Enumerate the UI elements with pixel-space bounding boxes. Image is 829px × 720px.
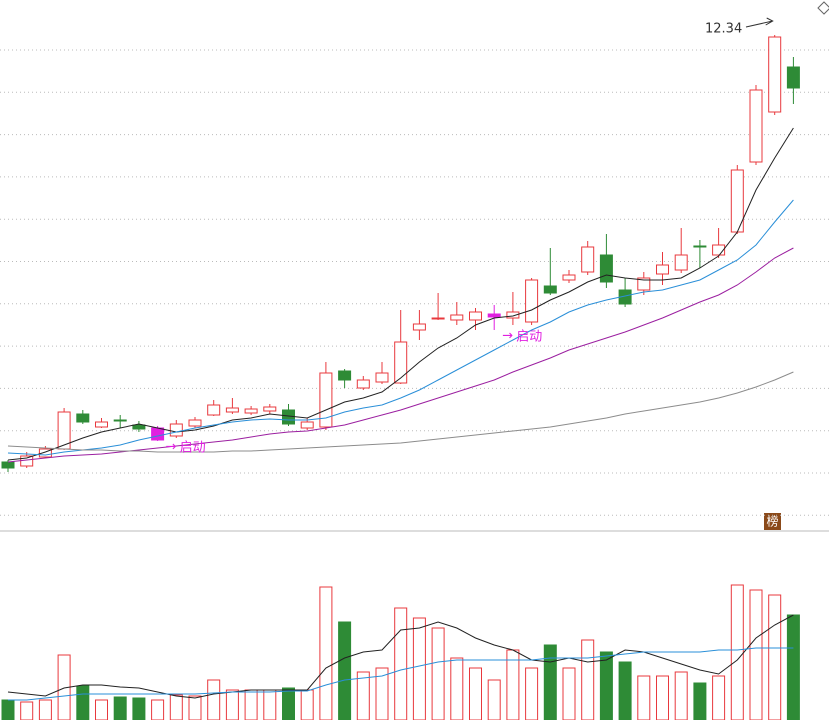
- high-arrow: [745, 17, 774, 28]
- candle-body: [506, 311, 520, 319]
- candle-body: [300, 421, 314, 429]
- badge-box: [764, 513, 781, 530]
- badge: 榜: [766, 514, 778, 529]
- candle-body: [712, 244, 726, 256]
- candle-body: [543, 285, 557, 294]
- volume-bar: [487, 679, 501, 720]
- volume-bar: [693, 682, 707, 720]
- candle-body: [693, 245, 707, 248]
- candle-body: [469, 311, 482, 321]
- candle-body: [674, 254, 688, 271]
- volume-bar: [450, 657, 464, 720]
- candle-body: [338, 370, 352, 381]
- ma-line: [7, 199, 794, 456]
- ma-line: [7, 247, 794, 463]
- high-label: 12.34: [705, 22, 742, 37]
- candle-body: [768, 36, 782, 113]
- volume-bar: [712, 675, 726, 720]
- volume-bar: [562, 667, 576, 720]
- candle-body: [525, 279, 539, 323]
- candle-body: [225, 407, 239, 413]
- ma-line: [7, 614, 794, 699]
- candle-body: [207, 404, 221, 416]
- volume-bar: [300, 689, 314, 720]
- volume-bar: [132, 697, 146, 720]
- volume-bar: [786, 614, 800, 720]
- candle-body: [412, 323, 426, 331]
- candle-body: [487, 313, 501, 318]
- volume-bar: [618, 661, 632, 720]
- volume-bar: [169, 694, 183, 720]
- candle-body: [263, 406, 277, 412]
- candle-body: [656, 264, 669, 275]
- signal-arrow: →: [502, 329, 513, 344]
- candle-body: [169, 423, 183, 437]
- volume-bar: [469, 667, 482, 720]
- volume-bar: [543, 644, 557, 720]
- ma-line: [8, 647, 794, 701]
- candle-body: [450, 314, 464, 321]
- volume-bar: [338, 621, 352, 720]
- signal-label: 启动: [180, 441, 206, 456]
- candle-body: [95, 421, 108, 428]
- volume-bar: [207, 679, 221, 720]
- candle-body: [1, 461, 15, 469]
- volume-bar: [20, 701, 34, 720]
- candle-body: [282, 409, 295, 425]
- signal-label: 启动: [516, 330, 542, 345]
- candle-body: [581, 246, 595, 273]
- volume-bar: [599, 651, 613, 720]
- volume-bar: [375, 667, 389, 720]
- volume-bar: [730, 584, 744, 720]
- volume-bar: [356, 671, 370, 720]
- candle-body: [599, 254, 613, 283]
- candle-body: [375, 372, 389, 383]
- volume-bar: [525, 667, 539, 720]
- ma-line: [7, 127, 794, 461]
- volume-bar: [637, 675, 651, 720]
- candle-body: [749, 89, 763, 163]
- volume-bar: [188, 695, 202, 720]
- candle-body: [113, 419, 127, 422]
- candle-body: [319, 372, 333, 428]
- volume-bar: [151, 699, 165, 720]
- volume-bar: [674, 671, 688, 720]
- volume-bar: [263, 689, 277, 720]
- volume-bar: [76, 685, 90, 720]
- volume-bar: [95, 699, 108, 720]
- candle-body: [188, 419, 202, 427]
- candle-body: [38, 448, 52, 458]
- ma-line: [7, 371, 794, 453]
- volume-bar: [38, 699, 52, 720]
- volume-bar: [656, 675, 669, 720]
- volume-bar: [225, 689, 239, 720]
- candle-body: [244, 408, 258, 414]
- volume-bar: [244, 689, 258, 720]
- volume-bar: [431, 627, 445, 720]
- candle-body: [132, 424, 146, 430]
- candle-body: [151, 427, 165, 441]
- volume-bar: [1, 699, 15, 720]
- volume-bar: [282, 687, 295, 720]
- candle-body: [356, 379, 370, 389]
- candle-body: [394, 341, 408, 384]
- volume-bar: [113, 696, 127, 720]
- volume-bar: [581, 639, 595, 720]
- candle-body: [76, 413, 90, 423]
- diamond-icon: [817, 1, 829, 15]
- volume-bar: [394, 607, 408, 720]
- volume-bar: [319, 586, 333, 720]
- volume-bar: [749, 589, 763, 720]
- volume-bar: [768, 594, 782, 720]
- signal-arrow: →: [166, 440, 177, 455]
- volume-bar: [412, 617, 426, 720]
- candle-body: [786, 66, 800, 89]
- candle-body: [431, 317, 445, 320]
- candle-body: [562, 274, 576, 281]
- candle-body: [637, 277, 651, 291]
